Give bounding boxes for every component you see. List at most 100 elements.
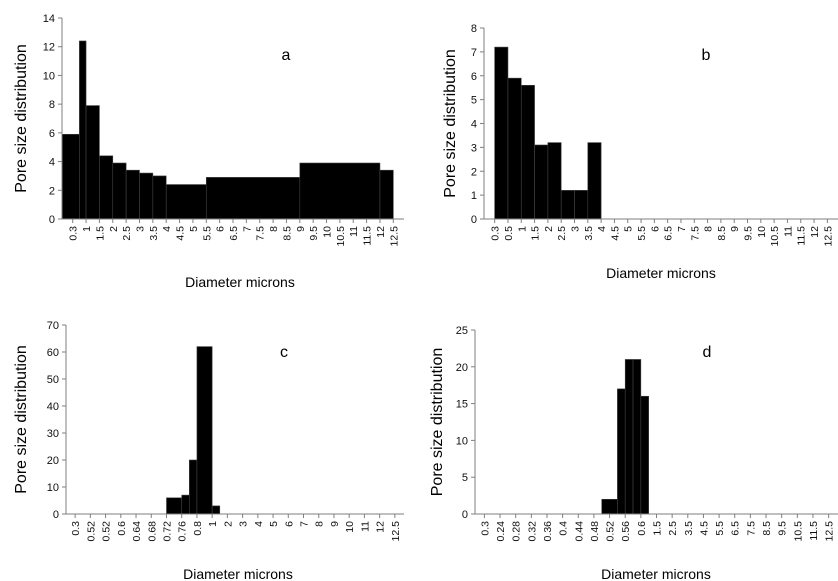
y-axis-title: Pore size distribution (429, 348, 446, 497)
x-tick-label: 1 (81, 226, 93, 232)
histogram-bar (632, 359, 642, 515)
histogram-bar (99, 155, 114, 220)
x-tick-label: 11 (348, 226, 360, 237)
y-tick-label: 0 (49, 214, 55, 226)
y-tick-label: 50 (47, 374, 59, 386)
y-tick-label: 30 (47, 428, 59, 440)
x-tick-label: 5.5 (636, 226, 648, 241)
histogram-bar (534, 144, 549, 220)
x-tick-label: 6.5 (228, 226, 240, 241)
histogram-bar (299, 162, 381, 220)
histogram-bar (139, 172, 154, 220)
x-tick-label: 0.24 (495, 521, 507, 542)
x-tick-label: 9.5 (743, 226, 755, 241)
x-tick-label: 0.52 (85, 521, 97, 542)
histogram-bar (507, 77, 522, 220)
x-tick-label: 5.5 (201, 226, 213, 241)
x-tick-label: 0.6 (636, 521, 648, 536)
x-tick-label: 6.5 (730, 521, 742, 536)
panel-d: 0 5 10 15 20 25 0.3 0.24 0.28 0.32 0.36 0.4 0.44 0.48… (429, 325, 838, 581)
y-axis-title: Pore size distribution (442, 49, 459, 198)
y-tick-label: 6 (471, 71, 477, 83)
x-tick-label: 2 (108, 226, 120, 232)
x-tick-label: 2 (222, 521, 234, 527)
x-tick-label: 4 (253, 521, 265, 527)
y-tick-label: 70 (47, 320, 59, 332)
y-tick-label: 10 (43, 70, 55, 82)
x-tick-label: 2.5 (556, 226, 568, 241)
x-tick-label: 3 (570, 226, 582, 232)
x-tick-label: 4.5 (175, 226, 187, 241)
x-tick-label: 8 (268, 226, 280, 232)
x-tick-label: 0.32 (526, 521, 538, 542)
x-tick-label: 0.64 (131, 521, 143, 542)
y-tick-label: 12 (43, 42, 55, 54)
x-tick-label: 4.5 (609, 226, 621, 241)
x-tick-label: 5 (268, 521, 280, 527)
x-tick-label: 0.3 (490, 226, 502, 241)
x-axis-title: Diameter microns (606, 265, 716, 281)
x-tick-label: 1.5 (530, 226, 542, 241)
histogram-bar (574, 190, 589, 220)
x-tick-label: 0.28 (511, 521, 523, 542)
y-tick-label: 4 (49, 157, 55, 169)
histogram-bar (494, 46, 509, 220)
x-axis-title: Diameter microns (185, 274, 295, 290)
panel-letter-label: a (282, 47, 291, 64)
x-tick-label: 5 (623, 226, 635, 232)
y-tick-label: 6 (49, 128, 55, 140)
y-tick-label: 20 (47, 455, 59, 467)
histogram-bar (181, 494, 190, 515)
histogram-bar (125, 169, 140, 220)
y-tick-label: 40 (47, 401, 59, 413)
x-tick-label: 8.5 (281, 226, 293, 241)
x-tick-label: 7.5 (689, 226, 701, 241)
histogram-bar (165, 184, 207, 220)
x-tick-label: 4 (596, 226, 608, 232)
histogram-bar (196, 346, 213, 515)
x-tick-label: 12.5 (822, 226, 834, 247)
y-tick-label: 0 (53, 509, 59, 521)
x-tick-label: 11.5 (808, 521, 820, 541)
x-tick-label: 0.44 (573, 521, 585, 542)
x-tick-label: 2.5 (121, 226, 133, 241)
y-tick-label: 4 (471, 119, 477, 131)
x-tick-label: 1 (207, 521, 219, 527)
histogram-bar (189, 459, 198, 515)
x-tick-label: 0.56 (620, 521, 632, 542)
x-tick-label: 7 (241, 226, 253, 232)
y-tick-label: 5 (471, 95, 477, 107)
x-tick-label: 12.5 (388, 226, 400, 247)
panel-letter-label: b (702, 47, 711, 64)
x-tick-label: 4.5 (698, 521, 710, 536)
x-tick-label: 4 (161, 226, 173, 232)
x-tick-label: 9.5 (777, 521, 789, 536)
x-tick-label: 0.8 (192, 521, 204, 536)
histogram-bar (587, 142, 602, 220)
y-tick-label: 14 (43, 13, 55, 25)
x-tick-label: 0.68 (146, 521, 158, 542)
y-tick-label: 3 (471, 142, 477, 154)
histogram-bar (61, 133, 80, 220)
histogram-bar (211, 505, 221, 515)
x-tick-label: 5 (188, 226, 200, 232)
y-tick-label: 1 (471, 190, 477, 202)
histogram-bar (166, 497, 183, 515)
x-tick-label: 6.5 (663, 226, 675, 241)
x-tick-label: 1 (516, 226, 528, 232)
histogram-bar (601, 498, 618, 515)
x-tick-label: 10.5 (769, 226, 781, 247)
histogram-bar (617, 388, 626, 515)
x-tick-label: 10 (756, 226, 768, 238)
x-tick-label: 3 (238, 521, 250, 527)
x-tick-label: 0.4 (558, 521, 570, 536)
y-tick-label: 0 (462, 509, 468, 521)
x-tick-label: 3 (134, 226, 146, 232)
histogram-bar (379, 169, 394, 220)
x-tick-label: 12.5 (390, 521, 402, 542)
x-tick-label: 11.5 (362, 226, 374, 246)
